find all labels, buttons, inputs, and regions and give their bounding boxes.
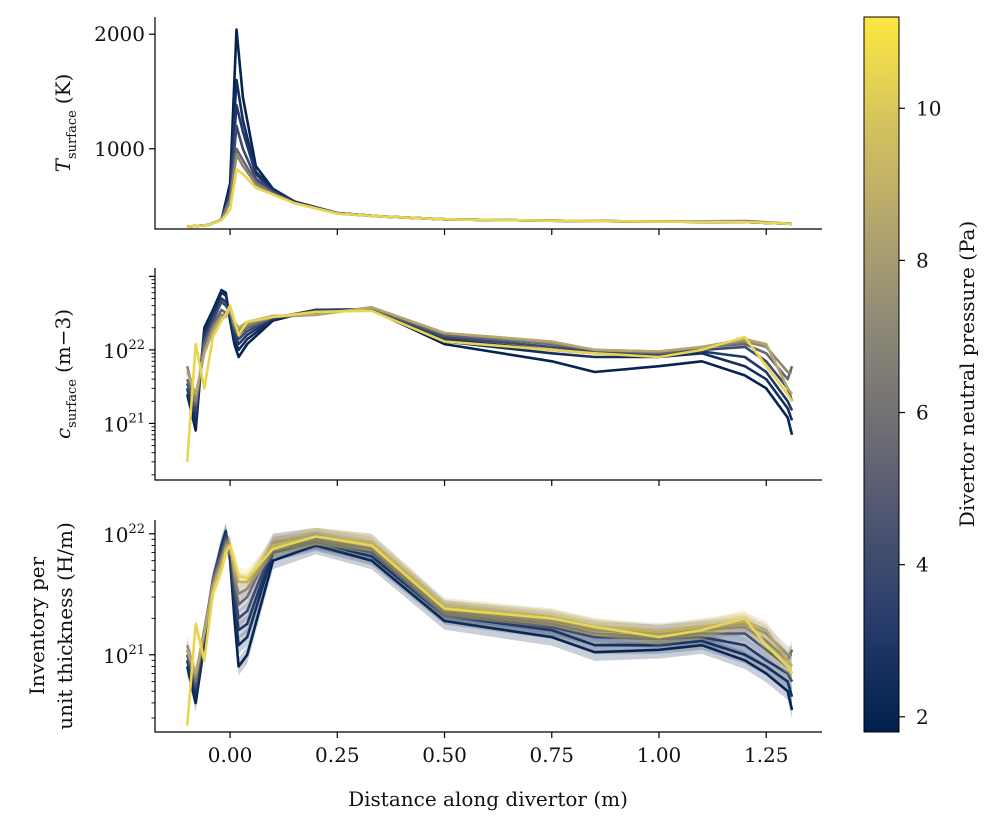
x-tick-label: 1.25: [744, 743, 789, 767]
series-line-mid-4: [185, 306, 794, 407]
series-line-top-2: [187, 103, 793, 228]
x-axis-label: Distance along divertor (m): [348, 787, 628, 811]
panel-surface-concentration: 1021 1022 csurface(m−3): [51, 268, 822, 486]
y-tick-label: 1021: [103, 643, 145, 668]
panel-inventory: 1021 1022 0.00 0.25 0.50 0.75 1.00 1.25 Invent…: [25, 520, 822, 767]
series-line-top-4: [187, 147, 793, 228]
y-tick-label: 1022: [103, 338, 145, 363]
ylabel-top: Tsurface(K): [51, 74, 80, 173]
axes-frame-middle: [154, 268, 822, 481]
x-tick-label: 0.00: [208, 743, 253, 767]
ylabel-bottom-line1: Inventory per: [25, 556, 49, 695]
y-tick-label: 1022: [103, 522, 145, 547]
series-line-bot-5: [185, 535, 792, 679]
axes-frame-bottom: [154, 520, 822, 733]
series-line-top-1: [187, 78, 793, 228]
y-tick-label: 1000: [94, 137, 145, 161]
y-tick-label: 2000: [94, 22, 145, 46]
colorbar-tick-label: 6: [916, 401, 929, 425]
colorbar-gradient: [863, 16, 900, 733]
series-band: [187, 527, 792, 687]
ylabel-middle: csurface(m−3): [51, 309, 80, 439]
colorbar-label: Divertor neutral pressure (Pa): [955, 221, 979, 527]
x-tick-label: 0.25: [315, 743, 360, 767]
series-line-mid-1: [185, 291, 794, 425]
series-band: [187, 527, 792, 691]
x-tick-label: 1.00: [637, 743, 682, 767]
x-tick-label: 0.50: [422, 743, 467, 767]
series-line-bot-7: [185, 535, 794, 726]
series-band: [187, 527, 792, 732]
series-line-top-6: [187, 168, 793, 228]
ylabel-bottom-line2: unit thickness (H/m): [53, 522, 77, 730]
colorbar-tick-label: 2: [916, 705, 929, 729]
colorbar-tick-label: 8: [916, 248, 929, 272]
panel-surface-temperature: 1000 2000 Tsurface(K): [51, 17, 822, 235]
series-line-top-3: [187, 124, 793, 228]
series-band: [187, 527, 792, 683]
series-line-mid-7: [185, 304, 794, 462]
axes-frame-top: [154, 17, 822, 230]
x-tick-label: 0.75: [530, 743, 575, 767]
series-line-mid-0: [185, 288, 794, 436]
colorbar-tick-label: 4: [916, 553, 929, 577]
y-tick-label: 1021: [103, 411, 145, 436]
colorbar: 2 4 6 8 10 Divertor neutral pressure (Pa): [863, 16, 979, 733]
colorbar-tick-label: 10: [916, 96, 941, 120]
